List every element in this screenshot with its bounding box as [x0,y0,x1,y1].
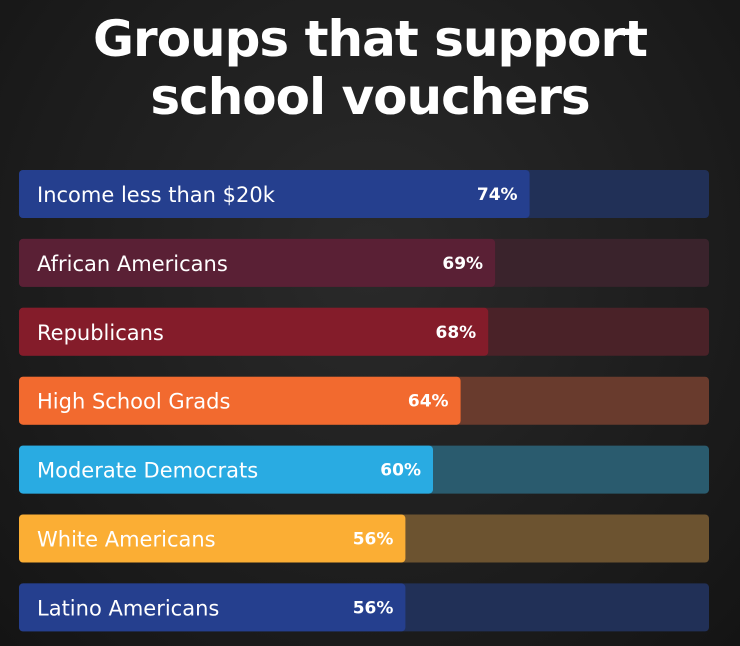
chart-title: Groups that support school vouchers [0,10,740,126]
bar-group: White Americans 56% [19,514,709,563]
bar [19,445,433,494]
bar-value-label: 60% [380,461,421,481]
bar-group: Moderate Democrats 60% [19,445,709,494]
bar [19,170,530,218]
bar [19,307,489,356]
bar [19,583,406,632]
bar-group: Income less than $20k 74% [19,170,709,218]
bar-group: Latino Americans 56% [19,583,709,632]
bar-category-label: White Americans [37,528,216,552]
bar-value-label: 64% [408,392,449,412]
bar-category-label: Moderate Democrats [37,459,258,483]
bar-category-label: Income less than $20k [37,183,276,207]
bar-category-label: High School Grads [37,390,230,414]
bar-value-label: 56% [353,530,394,550]
bar-value-label: 69% [442,254,483,274]
bar [19,514,406,563]
bar-value-label: 68% [435,323,476,343]
bar-value-label: 74% [477,185,518,205]
bar-group: African Americans 69% [19,238,709,287]
bar-category-label: Latino Americans [37,596,219,620]
bar-category-label: Republicans [37,321,164,345]
bar [19,238,496,287]
bar-category-label: African Americans [37,252,228,276]
chart-title-line-1: Groups that support [93,10,648,68]
bar [19,376,461,425]
bar-value-label: 56% [353,598,394,618]
bar-group: High School Grads 64% [19,376,709,425]
chart-title-line-2: school vouchers [150,68,590,126]
bar-group: Republicans 68% [19,307,709,356]
